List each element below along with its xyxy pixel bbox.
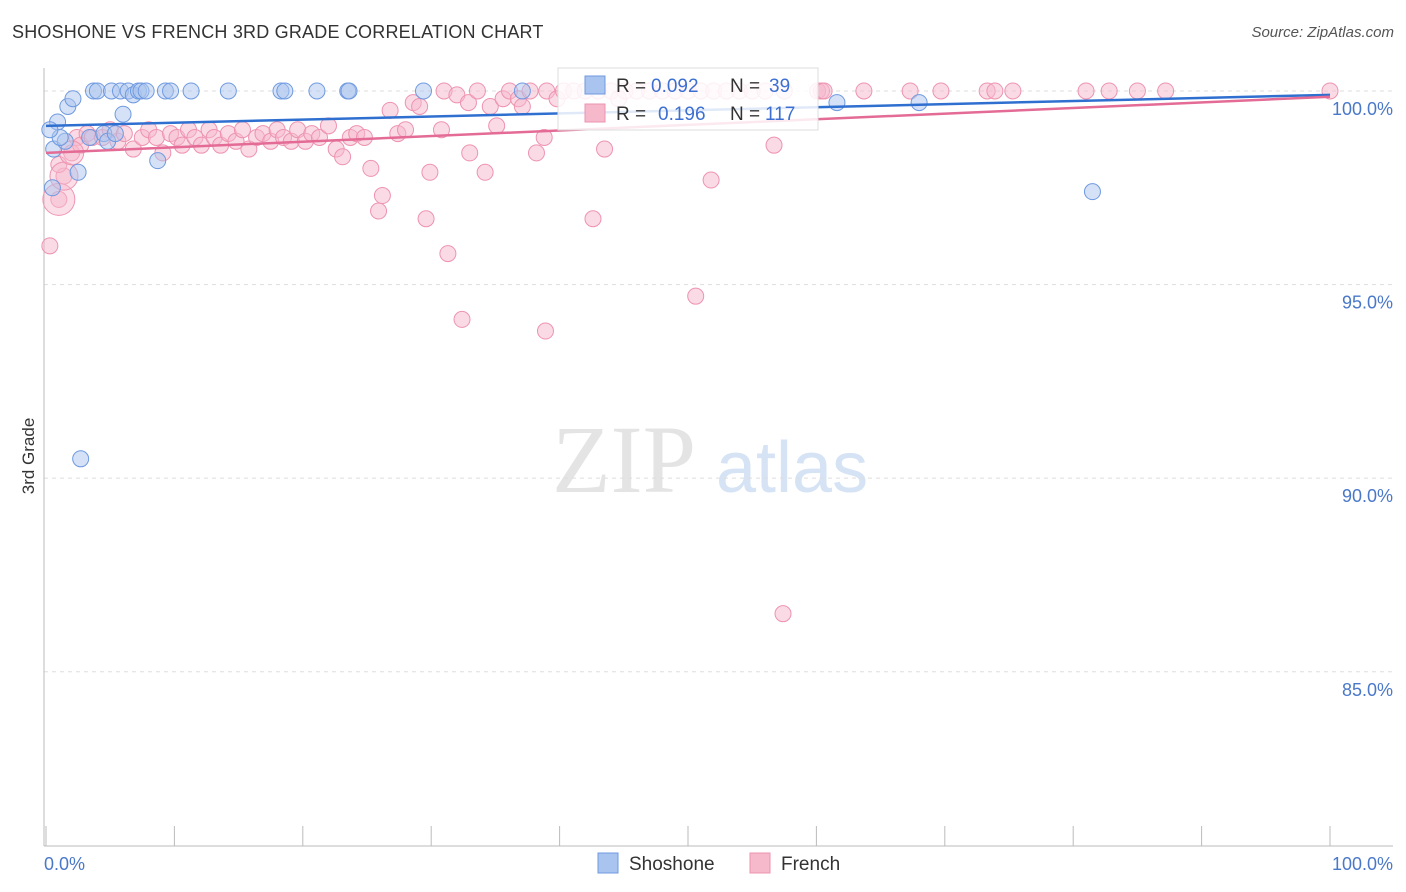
shoshone-point (64, 90, 82, 108)
shoshone-point (414, 82, 432, 100)
french-point (453, 310, 471, 328)
legend-n-label-shoshone: N = (730, 76, 760, 97)
french-point (370, 202, 388, 220)
watermark-atlas: atlas (716, 428, 868, 508)
watermark-zip: ZIP (552, 406, 696, 513)
french-point (527, 144, 545, 162)
y-tick-label: 100.0% (1332, 99, 1393, 119)
legend-r-label-shoshone: R = (616, 76, 646, 97)
shoshone-point (910, 94, 928, 112)
french-point (147, 128, 165, 146)
french-point (901, 82, 919, 100)
french-point (461, 144, 479, 162)
legend-swatch-french (584, 103, 606, 123)
french-point (815, 82, 833, 100)
french-point (362, 159, 380, 177)
bottom-legend-label-french: French (781, 854, 840, 875)
bottom-legend-label-shoshone: Shoshone (629, 854, 715, 875)
shoshone-point (114, 105, 132, 123)
french-point (334, 148, 352, 166)
shoshone-point (162, 82, 180, 100)
french-point (233, 121, 251, 139)
french-point (41, 237, 59, 255)
french-points (41, 82, 1339, 623)
french-point (488, 117, 506, 135)
french-point (411, 97, 429, 115)
y-tick-label: 90.0% (1342, 486, 1393, 506)
shoshone-point (137, 82, 155, 100)
legend-n-value-french: 117 (765, 104, 795, 125)
french-point (687, 287, 705, 305)
french-point (932, 82, 950, 100)
french-point (765, 136, 783, 154)
french-point (173, 136, 191, 154)
y-tick-label: 95.0% (1342, 293, 1393, 313)
legend-r-value-french: 0.196 (658, 104, 706, 125)
legend-r-label-french: R = (616, 104, 646, 125)
shoshone-point (182, 82, 200, 100)
french-point (535, 128, 553, 146)
shoshone-points (41, 82, 1101, 468)
shoshone-point (69, 163, 87, 181)
french-point (381, 101, 399, 119)
french-point (513, 97, 531, 115)
french-point (596, 140, 614, 158)
french-point (459, 94, 477, 112)
legend-r-value-shoshone: 0.092 (651, 76, 699, 97)
x-tick-marks (45, 826, 1331, 846)
shoshone-point (340, 82, 358, 100)
french-point (855, 82, 873, 100)
french-point (986, 82, 1004, 100)
french-point (1128, 82, 1146, 100)
shoshone-point (513, 82, 531, 100)
french-point (1157, 82, 1175, 100)
french-point (468, 82, 486, 100)
bottom-legend-swatch-french (749, 852, 771, 874)
shoshone-point (88, 82, 106, 100)
french-point (421, 163, 439, 181)
source-label: Source: ZipAtlas.com (1251, 24, 1394, 41)
french-point (774, 605, 792, 623)
french-point (439, 245, 457, 263)
x-tick-label-max: 100.0% (1332, 854, 1393, 874)
shoshone-point (72, 450, 90, 468)
y-tick-labels: 100.0% 95.0% 90.0% 85.0% (1332, 99, 1393, 700)
x-tick-label-min: 0.0% (44, 854, 85, 874)
french-point (1004, 82, 1022, 100)
french-point (397, 121, 415, 139)
series-legend: Shoshone French (597, 852, 840, 875)
y-tick-label: 85.0% (1342, 680, 1393, 700)
legend-n-label-french: N = (730, 104, 760, 125)
french-point (355, 128, 373, 146)
shoshone-point (308, 82, 326, 100)
legend-swatch-shoshone (584, 75, 606, 95)
french-point (1077, 82, 1095, 100)
shoshone-point (828, 94, 846, 112)
french-point (702, 171, 720, 189)
shoshone-point (41, 121, 59, 139)
chart-title: SHOSHONE VS FRENCH 3RD GRADE CORRELATION… (12, 22, 544, 42)
shoshone-point (106, 125, 124, 143)
bottom-legend-swatch-shoshone (597, 852, 619, 874)
french-point (584, 210, 602, 228)
shoshone-point (276, 82, 294, 100)
french-point (536, 322, 554, 340)
legend-n-value-shoshone: 39 (769, 76, 790, 97)
french-point (476, 163, 494, 181)
shoshone-point (1083, 183, 1101, 201)
shoshone-point (219, 82, 237, 100)
french-point (417, 210, 435, 228)
french-point (373, 187, 391, 205)
stats-legend: R = 0.092 N = 39 R = 0.196 N = 117 (557, 67, 819, 131)
shoshone-point (43, 179, 61, 197)
french-point (432, 121, 450, 139)
french-point (1100, 82, 1118, 100)
shoshone-point (81, 128, 99, 146)
y-axis-label: 3rd Grade (19, 418, 38, 495)
shoshone-point (149, 152, 167, 170)
